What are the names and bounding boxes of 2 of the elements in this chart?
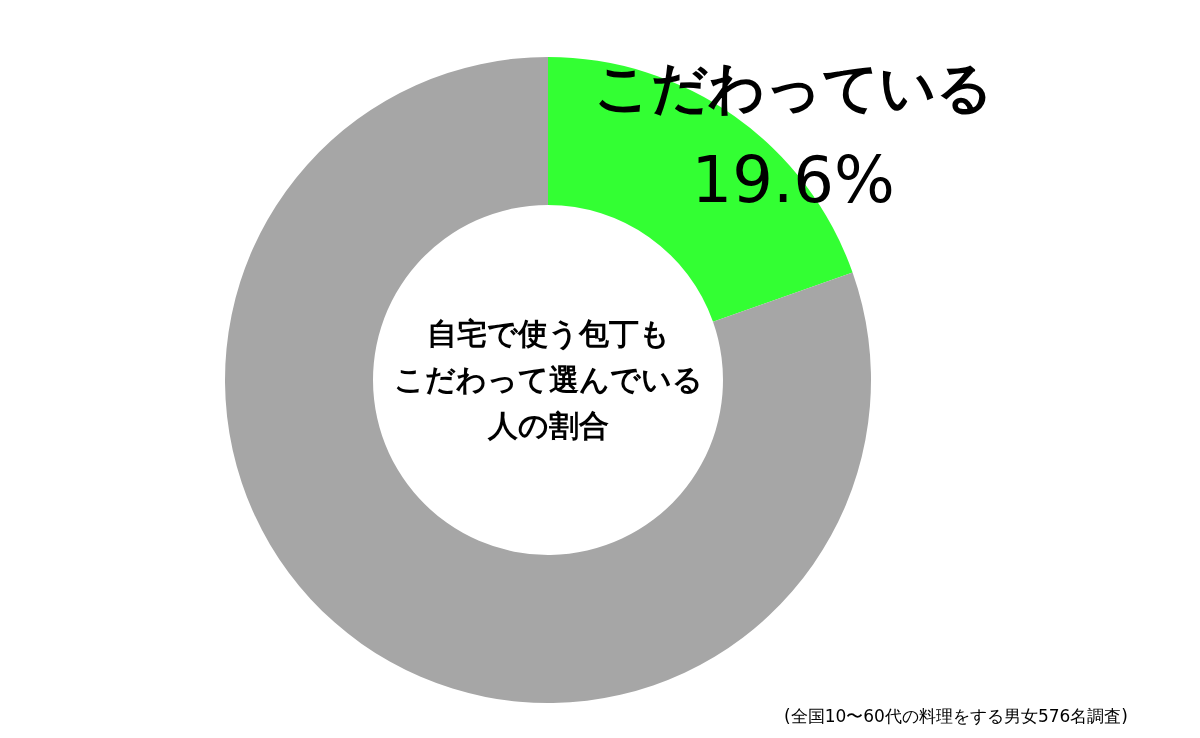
text: 自宅で使う包丁もこだわって選んでいる人の割合	[393, 316, 703, 443]
text: (全国10〜60代の料理をする男女576名調査)	[784, 706, 1128, 726]
